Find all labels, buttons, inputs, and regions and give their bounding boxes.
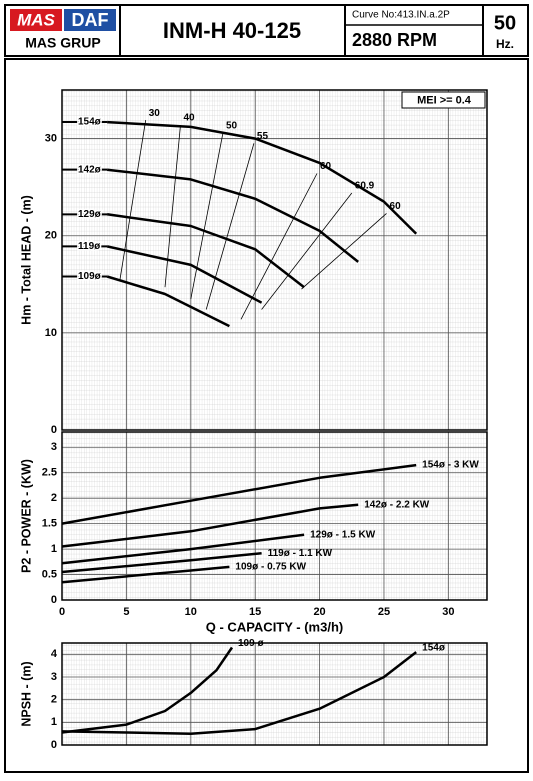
y-tick-label: 2.5 <box>42 467 57 479</box>
frequency: 50 <box>494 12 516 34</box>
series-label: 119ø - 1.1 KW <box>268 548 333 559</box>
y-tick-label: 1.5 <box>42 518 57 530</box>
logo-red <box>10 9 62 31</box>
efficiency-line <box>190 132 224 299</box>
curve <box>61 533 305 565</box>
x-tick-label: 20 <box>313 606 325 618</box>
y-tick-label: 2 <box>51 492 57 504</box>
y-tick-label: 20 <box>45 230 57 242</box>
efficiency-label: 60.9 <box>355 181 375 192</box>
curve <box>106 213 305 289</box>
efficiency-line <box>205 143 255 310</box>
series-label: 142ø - 2.2 KW <box>364 499 430 510</box>
y-tick-label: 1 <box>51 716 57 728</box>
logo-text: DAF <box>72 10 109 30</box>
efficiency-label: 55 <box>257 131 269 142</box>
x-axis-label: Q - CAPACITY - (m3/h) <box>206 619 343 634</box>
series-label: 154ø <box>422 643 446 654</box>
annotation: MEI >= 0.4 <box>417 94 472 106</box>
plot-area <box>62 90 487 430</box>
series-label: 129ø - 1.5 KW <box>310 529 376 540</box>
series-label: 109 ø <box>238 638 264 649</box>
y-tick-label: 2 <box>51 694 57 706</box>
title: INM-H 40-125 <box>163 18 301 43</box>
series-label: 142ø <box>78 164 102 175</box>
frequency-unit: Hz. <box>496 37 514 51</box>
y-tick-label: 0 <box>51 594 57 606</box>
y-tick-label: 0 <box>51 739 57 751</box>
curve <box>61 651 417 735</box>
series-label: 119ø <box>78 241 101 252</box>
y-tick-label: 30 <box>45 132 57 144</box>
x-tick-label: 10 <box>185 606 197 618</box>
curve <box>106 168 359 263</box>
y-axis-label: Hm - Total HEAD - (m) <box>19 195 33 325</box>
brand: MAS GRUP <box>25 35 100 51</box>
y-tick-label: 4 <box>51 648 58 660</box>
plot-border <box>61 642 488 746</box>
curve-no: Curve No:413.IN.a.2P <box>352 10 450 21</box>
efficiency-label: 30 <box>149 108 161 119</box>
efficiency-label: 40 <box>183 113 195 124</box>
annotation-box <box>401 91 486 109</box>
y-tick-label: 3 <box>51 671 57 683</box>
efficiency-label: 60 <box>390 201 402 212</box>
curve <box>61 463 417 525</box>
plot-area <box>62 643 487 745</box>
x-tick-label: 30 <box>442 606 454 618</box>
y-tick-label: 1 <box>51 543 57 555</box>
header-frame <box>4 4 529 57</box>
curve <box>61 503 359 548</box>
x-tick-label: 5 <box>123 606 129 618</box>
chart-frame <box>4 58 529 773</box>
x-tick-label: 25 <box>378 606 390 618</box>
series-label: 109ø <box>78 271 102 282</box>
curve <box>61 646 234 734</box>
y-tick-label: 10 <box>45 327 57 339</box>
speed: 2880 RPM <box>352 30 437 50</box>
y-axis-label: P2 - POWER - (KW) <box>19 459 33 573</box>
logo-text: MAS <box>17 10 55 29</box>
curve <box>106 245 263 304</box>
series-label: 129ø <box>78 209 102 220</box>
curve <box>106 275 230 328</box>
curve <box>61 565 230 584</box>
logo-blue <box>64 9 116 31</box>
curve <box>107 120 418 235</box>
y-tick-label: 0.5 <box>42 568 57 580</box>
efficiency-line <box>240 173 318 320</box>
x-tick-label: 0 <box>59 606 65 618</box>
curve <box>61 551 262 574</box>
plot-border <box>61 431 488 601</box>
efficiency-line <box>261 192 353 310</box>
series-label: 154ø <box>78 117 102 128</box>
series-label: 109ø - 0.75 KW <box>235 562 306 573</box>
y-tick-label: 0 <box>51 424 57 436</box>
efficiency-label: 50 <box>226 120 238 131</box>
x-tick-label: 15 <box>249 606 261 618</box>
series-label: 154ø - 3 KW <box>422 460 479 471</box>
y-tick-label: 3 <box>51 441 57 453</box>
plot-border <box>61 89 488 431</box>
y-axis-label: NPSH - (m) <box>19 661 33 726</box>
efficiency-line <box>119 120 147 280</box>
